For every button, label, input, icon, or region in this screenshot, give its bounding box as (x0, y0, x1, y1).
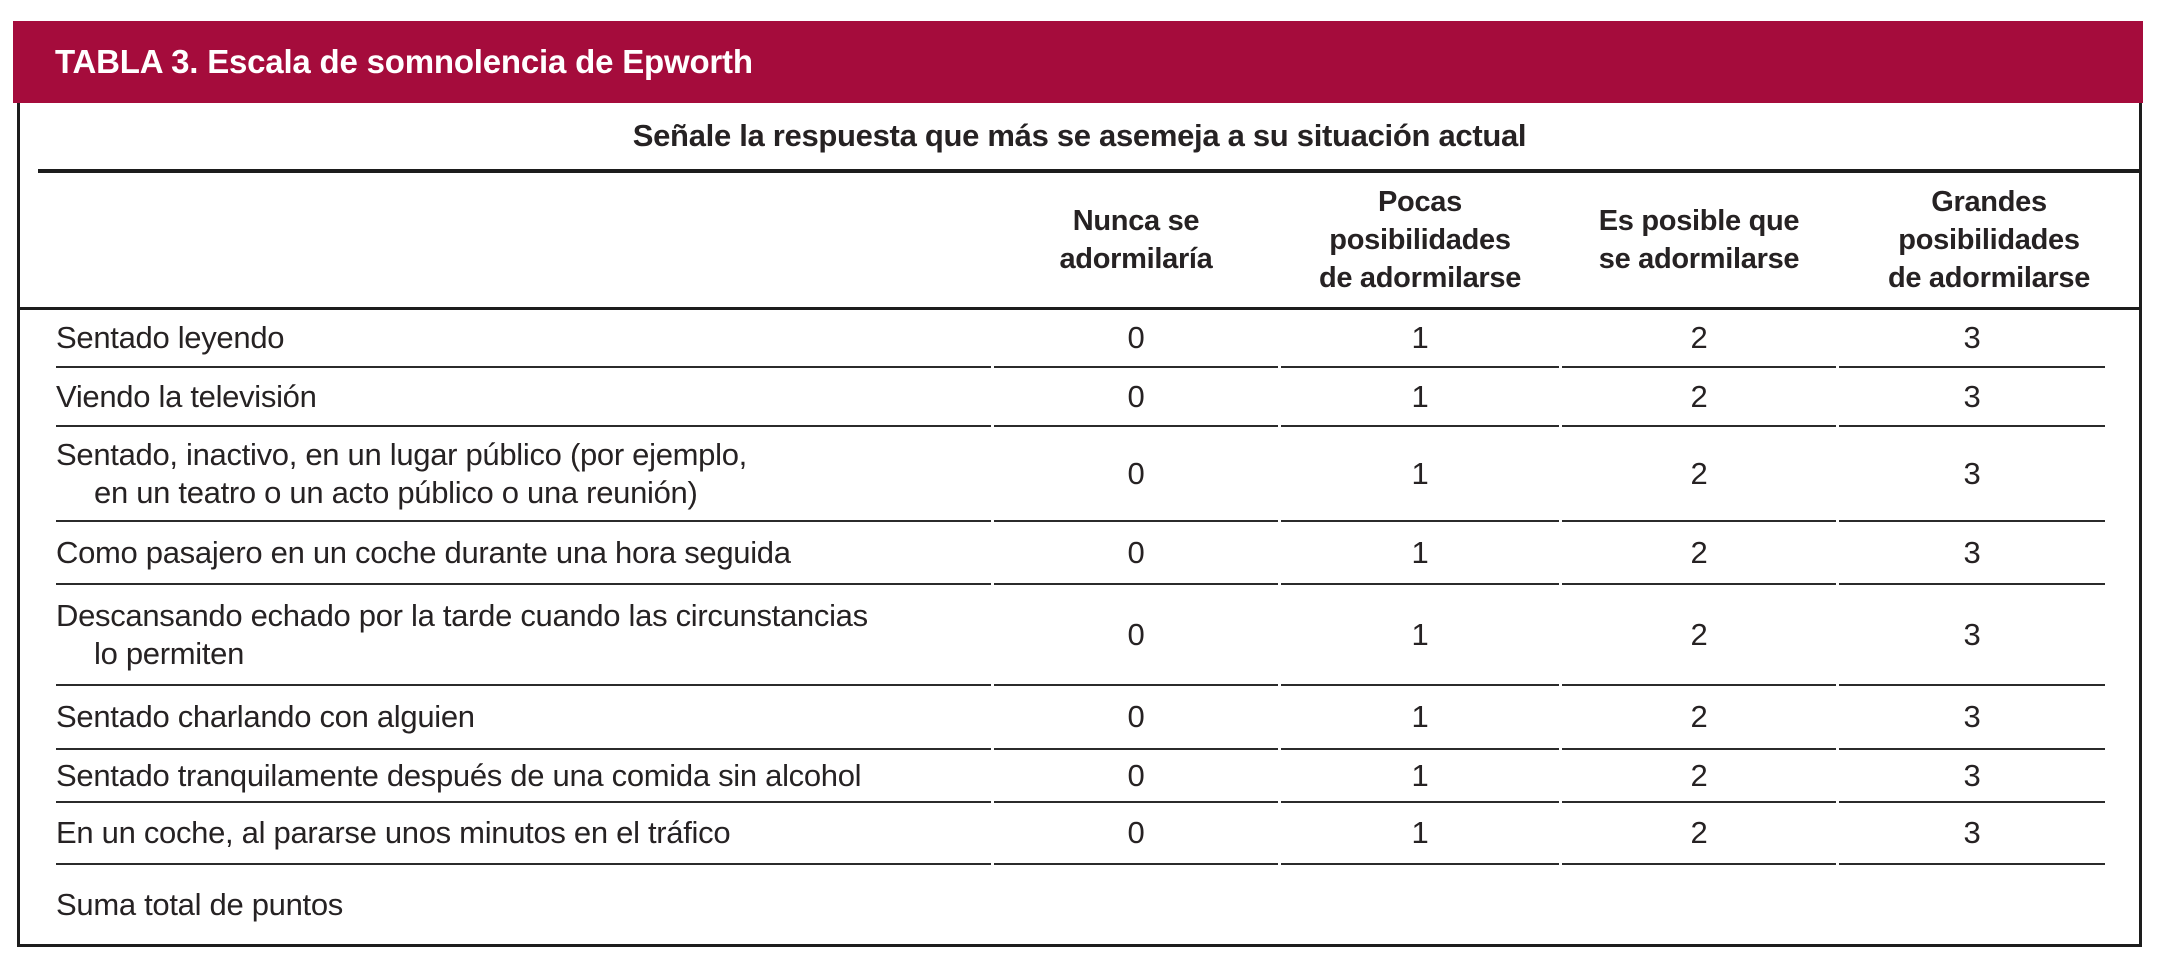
score-cell: 1 (1281, 368, 1559, 427)
column-header-pocas: Pocas posibilidades de adormilarse (1318, 186, 1522, 294)
table-row: Sentado leyendo 0 1 2 3 (20, 310, 2139, 368)
subtitle-divider (38, 169, 2139, 173)
score-cell: 0 (994, 522, 1278, 585)
score-cell: 0 (994, 427, 1278, 522)
row-label: Sentado tranquilamente después de una co… (56, 757, 862, 793)
score-cell: 1 (1281, 427, 1559, 522)
score-cell: 0 (994, 803, 1278, 865)
score-cell: 3 (1839, 750, 2105, 803)
score-cell: 2 (1562, 427, 1836, 522)
score-cell: 3 (1839, 803, 2105, 865)
score-cell (1839, 865, 2105, 944)
table-subtitle-row: Señale la respuesta que más se asemeja a… (20, 103, 2139, 169)
row-label: Viendo la televisión (56, 378, 317, 414)
header-divider (20, 307, 2139, 310)
score-cell: 2 (1562, 310, 1836, 368)
row-label: Sentado, inactivo, en un lugar público (… (56, 436, 747, 510)
score-cell: 3 (1839, 368, 2105, 427)
score-cell (1562, 865, 1836, 944)
table-row: Sentado tranquilamente después de una co… (20, 750, 2139, 803)
score-cell: 0 (994, 686, 1278, 750)
table-row: Descansando echado por la tarde cuando l… (20, 585, 2139, 686)
score-cell: 3 (1839, 585, 2105, 686)
column-header-grandes: Grandes posibilidades de adormilarse (1887, 186, 2091, 294)
table-row: Sentado charlando con alguien 0 1 2 3 (20, 686, 2139, 750)
score-cell: 1 (1281, 750, 1559, 803)
row-label: Como pasajero en un coche durante una ho… (56, 534, 791, 570)
score-cell: 3 (1839, 686, 2105, 750)
table-row: Viendo la televisión 0 1 2 3 (20, 368, 2139, 427)
score-cell: 1 (1281, 803, 1559, 865)
score-cell: 2 (1562, 686, 1836, 750)
score-cell: 1 (1281, 585, 1559, 686)
row-label: Suma total de puntos (56, 886, 343, 922)
column-header-nunca: Nunca se adormilaría (1059, 205, 1213, 275)
score-cell: 2 (1562, 803, 1836, 865)
row-label: Descansando echado por la tarde cuando l… (56, 597, 868, 671)
score-cell: 3 (1839, 310, 2105, 368)
score-cell: 3 (1839, 522, 2105, 585)
row-label: En un coche, al pararse unos minutos en … (56, 815, 731, 850)
score-cell: 3 (1839, 427, 2105, 522)
score-cell: 1 (1281, 522, 1559, 585)
score-cell: 2 (1562, 585, 1836, 686)
table-card: Señale la respuesta que más se asemeja a… (17, 103, 2142, 947)
score-cell: 1 (1281, 310, 1559, 368)
score-cell: 0 (994, 750, 1278, 803)
score-cell: 2 (1562, 368, 1836, 427)
score-cell: 1 (1281, 686, 1559, 750)
score-cell: 0 (994, 585, 1278, 686)
table-row-total: Suma total de puntos (20, 865, 2139, 944)
score-cell: 0 (994, 368, 1278, 427)
score-cell: 2 (1562, 750, 1836, 803)
row-label: Sentado leyendo (56, 320, 285, 355)
table-row: En un coche, al pararse unos minutos en … (20, 803, 2139, 865)
column-header-empty (20, 173, 991, 307)
column-header-row: Nunca se adormilaría Pocas posibilidades… (20, 173, 2139, 307)
table-subtitle: Señale la respuesta que más se asemeja a… (632, 118, 1527, 153)
score-cell (1281, 865, 1559, 944)
table-row: Sentado, inactivo, en un lugar público (… (20, 427, 2139, 522)
row-label: Sentado charlando con alguien (56, 699, 475, 734)
column-header-posible: Es posible que se adormilarse (1598, 205, 1800, 275)
table-title-bar: TABLA 3. Escala de somnolencia de Epwort… (13, 21, 2143, 103)
score-cell: 2 (1562, 522, 1836, 585)
score-cell: 0 (994, 310, 1278, 368)
table-title: TABLA 3. Escala de somnolencia de Epwort… (55, 43, 753, 80)
table-row: Como pasajero en un coche durante una ho… (20, 522, 2139, 585)
score-cell (994, 865, 1278, 944)
